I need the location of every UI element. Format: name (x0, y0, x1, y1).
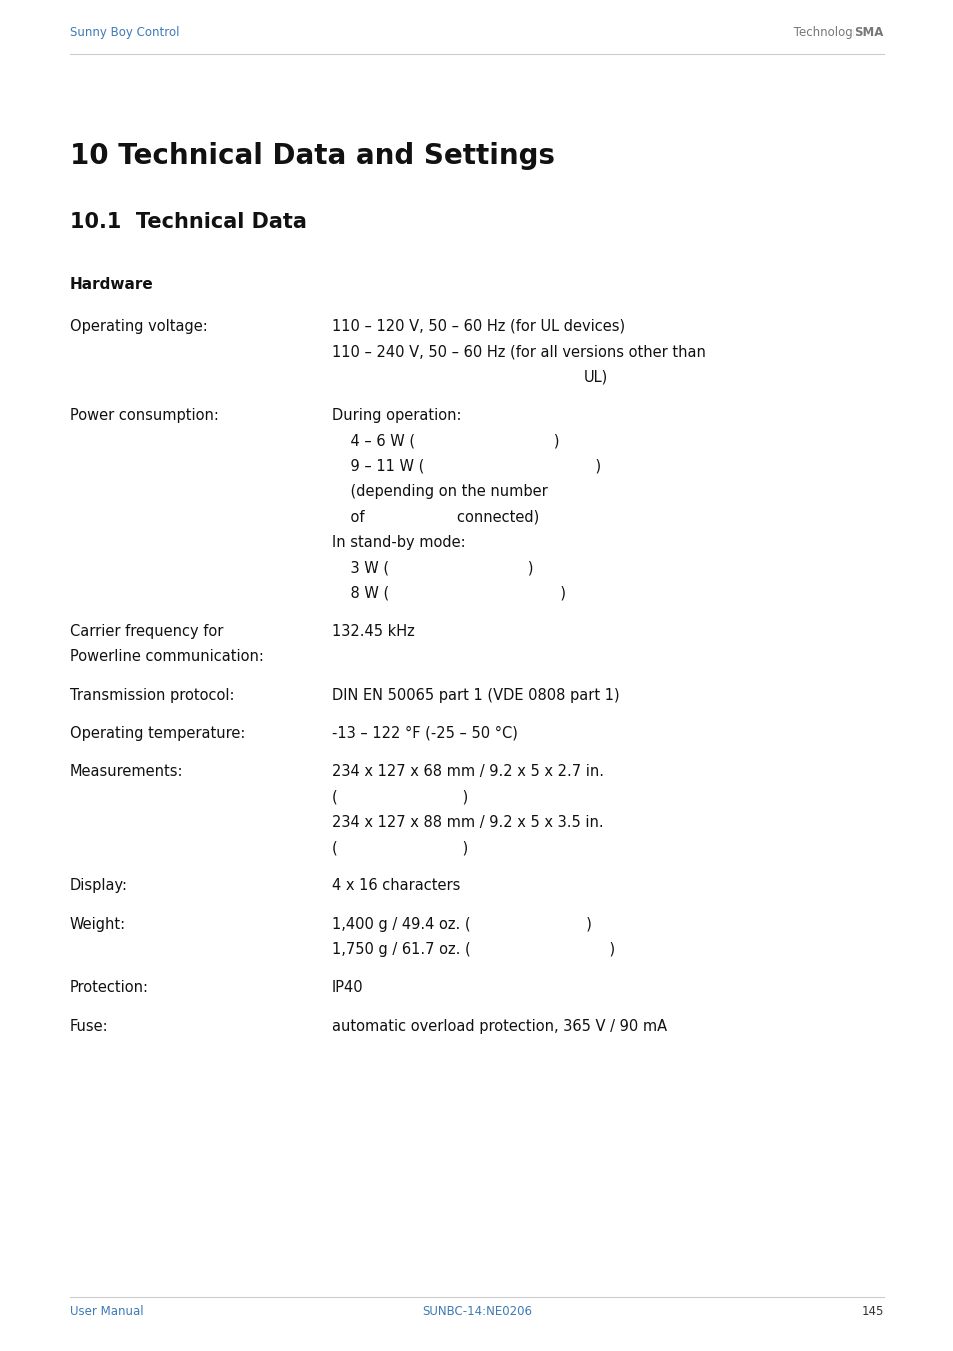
Text: Powerline communication:: Powerline communication: (70, 650, 263, 665)
Text: Operating temperature:: Operating temperature: (70, 725, 245, 740)
Text: automatic overload protection, 365 V / 90 mA: automatic overload protection, 365 V / 9… (332, 1019, 666, 1034)
Text: DIN EN 50065 part 1 (VDE 0808 part 1): DIN EN 50065 part 1 (VDE 0808 part 1) (332, 688, 618, 703)
Text: 9 – 11 W (                                     ): 9 – 11 W ( ) (332, 458, 600, 474)
Text: 132.45 kHz: 132.45 kHz (332, 624, 415, 639)
Text: Measurements:: Measurements: (70, 765, 183, 780)
Text: Fuse:: Fuse: (70, 1019, 108, 1034)
Text: Transmission protocol:: Transmission protocol: (70, 688, 233, 703)
Text: (                           ): ( ) (332, 789, 468, 804)
Text: SMA Technologie AG: SMA Technologie AG (764, 26, 883, 39)
Text: 8 W (                                     ): 8 W ( ) (332, 586, 565, 601)
Text: Operating voltage:: Operating voltage: (70, 319, 207, 334)
Text: SUNBC-14:NE0206: SUNBC-14:NE0206 (421, 1305, 532, 1319)
Text: During operation:: During operation: (332, 408, 461, 423)
Text: UL): UL) (583, 370, 608, 385)
Text: 145: 145 (862, 1305, 883, 1319)
Text: 4 x 16 characters: 4 x 16 characters (332, 878, 460, 893)
Text: 234 x 127 x 88 mm / 9.2 x 5 x 3.5 in.: 234 x 127 x 88 mm / 9.2 x 5 x 3.5 in. (332, 815, 603, 830)
Text: 1,400 g / 49.4 oz. (                         ): 1,400 g / 49.4 oz. ( ) (332, 917, 591, 932)
Text: Protection:: Protection: (70, 981, 149, 996)
Text: IP40: IP40 (332, 981, 363, 996)
Text: 3 W (                              ): 3 W ( ) (332, 561, 533, 576)
Text: Hardware: Hardware (70, 277, 153, 292)
Text: 10.1  Technical Data: 10.1 Technical Data (70, 212, 306, 232)
Text: 110 – 120 V, 50 – 60 Hz (for UL devices): 110 – 120 V, 50 – 60 Hz (for UL devices) (332, 319, 624, 334)
Text: 1,750 g / 61.7 oz. (                              ): 1,750 g / 61.7 oz. ( ) (332, 942, 615, 957)
Text: (depending on the number: (depending on the number (332, 484, 547, 499)
Text: In stand-by mode:: In stand-by mode: (332, 535, 465, 550)
Text: -13 – 122 °F (-25 – 50 °C): -13 – 122 °F (-25 – 50 °C) (332, 725, 517, 740)
Text: (                           ): ( ) (332, 840, 468, 855)
Text: SMA: SMA (853, 26, 882, 39)
Text: Display:: Display: (70, 878, 128, 893)
Text: 110 – 240 V, 50 – 60 Hz (for all versions other than: 110 – 240 V, 50 – 60 Hz (for all version… (332, 345, 705, 359)
Text: Power consumption:: Power consumption: (70, 408, 218, 423)
Text: 10 Technical Data and Settings: 10 Technical Data and Settings (70, 142, 554, 170)
Text: 4 – 6 W (                              ): 4 – 6 W ( ) (332, 434, 558, 449)
Text: Carrier frequency for: Carrier frequency for (70, 624, 223, 639)
Text: Sunny Boy Control: Sunny Boy Control (70, 26, 179, 39)
Text: Technologie AG: Technologie AG (789, 26, 883, 39)
Text: User Manual: User Manual (70, 1305, 143, 1319)
Text: of                    connected): of connected) (332, 509, 538, 524)
Text: 234 x 127 x 68 mm / 9.2 x 5 x 2.7 in.: 234 x 127 x 68 mm / 9.2 x 5 x 2.7 in. (332, 765, 603, 780)
Text: Weight:: Weight: (70, 917, 126, 932)
